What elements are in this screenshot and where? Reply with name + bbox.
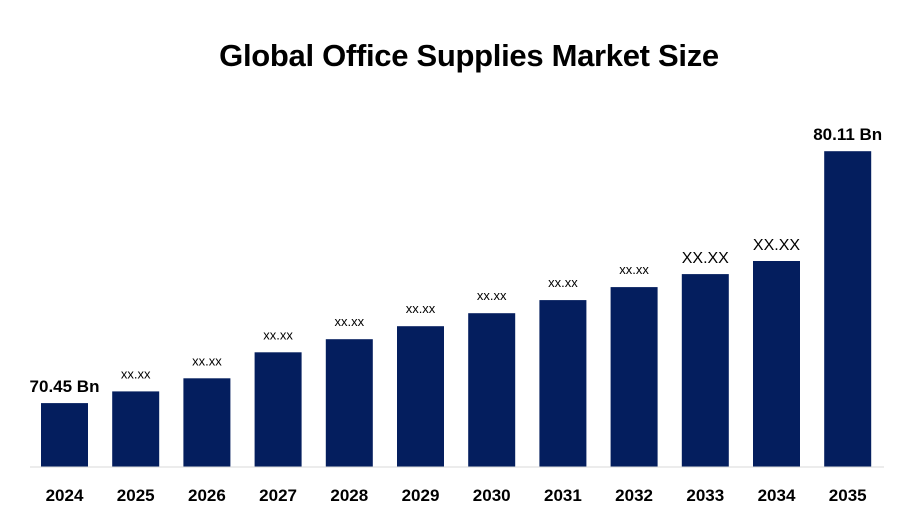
data-label-2030: xx.xx bbox=[477, 288, 507, 303]
bar-2030 bbox=[468, 313, 516, 467]
x-tick-label-2029: 2029 bbox=[402, 486, 440, 505]
bar-2027 bbox=[254, 352, 302, 467]
x-tick-label-2025: 2025 bbox=[117, 486, 155, 505]
data-label-2031: xx.xx bbox=[548, 275, 578, 290]
bars-layer bbox=[41, 151, 872, 467]
data-label-2033: XX.XX bbox=[682, 250, 729, 267]
bar-2029 bbox=[397, 326, 444, 467]
data-label-2024: 70.45 Bn bbox=[30, 377, 100, 396]
bar-2028 bbox=[325, 339, 373, 467]
bar-2025 bbox=[112, 391, 160, 467]
x-tick-label-2033: 2033 bbox=[686, 486, 724, 505]
bar-2032 bbox=[610, 287, 658, 467]
x-tick-label-2032: 2032 bbox=[615, 486, 653, 505]
x-tick-label-2035: 2035 bbox=[829, 486, 867, 505]
bar-2031 bbox=[539, 300, 587, 467]
x-tick-label-2027: 2027 bbox=[259, 486, 297, 505]
data-label-2028: xx.xx bbox=[334, 314, 364, 329]
data-label-2025: xx.xx bbox=[121, 366, 151, 381]
x-tick-labels-layer: 2024 2025 2026 2027 2028 2029 2030 2031 2032 2033… bbox=[46, 486, 867, 505]
x-tick-label-2030: 2030 bbox=[473, 486, 511, 505]
x-tick-label-2026: 2026 bbox=[188, 486, 226, 505]
data-label-2026: xx.xx bbox=[192, 353, 222, 368]
x-tick-label-2031: 2031 bbox=[544, 486, 582, 505]
x-tick-label-2024: 2024 bbox=[46, 486, 84, 505]
bar-2026 bbox=[183, 378, 231, 467]
bar-2035 bbox=[824, 151, 872, 467]
chart-title: Global Office Supplies Market Size bbox=[219, 38, 719, 73]
bar-2033 bbox=[681, 274, 729, 467]
data-labels-layer: 70.45 Bn xx.xx xx.xx xx.xx xx.xx xx.xx xx.xx xx… bbox=[30, 125, 883, 396]
x-tick-label-2034: 2034 bbox=[758, 486, 796, 505]
data-label-2035: 80.11 Bn bbox=[813, 125, 882, 144]
x-tick-label-2028: 2028 bbox=[330, 486, 368, 505]
data-label-2032: xx.xx bbox=[619, 262, 649, 277]
data-label-2029: xx.xx bbox=[406, 301, 436, 316]
data-label-2027: xx.xx bbox=[263, 327, 293, 342]
data-label-2034: XX.XX bbox=[753, 237, 800, 254]
bar-2034 bbox=[753, 261, 800, 467]
bar-2024 bbox=[41, 403, 88, 467]
